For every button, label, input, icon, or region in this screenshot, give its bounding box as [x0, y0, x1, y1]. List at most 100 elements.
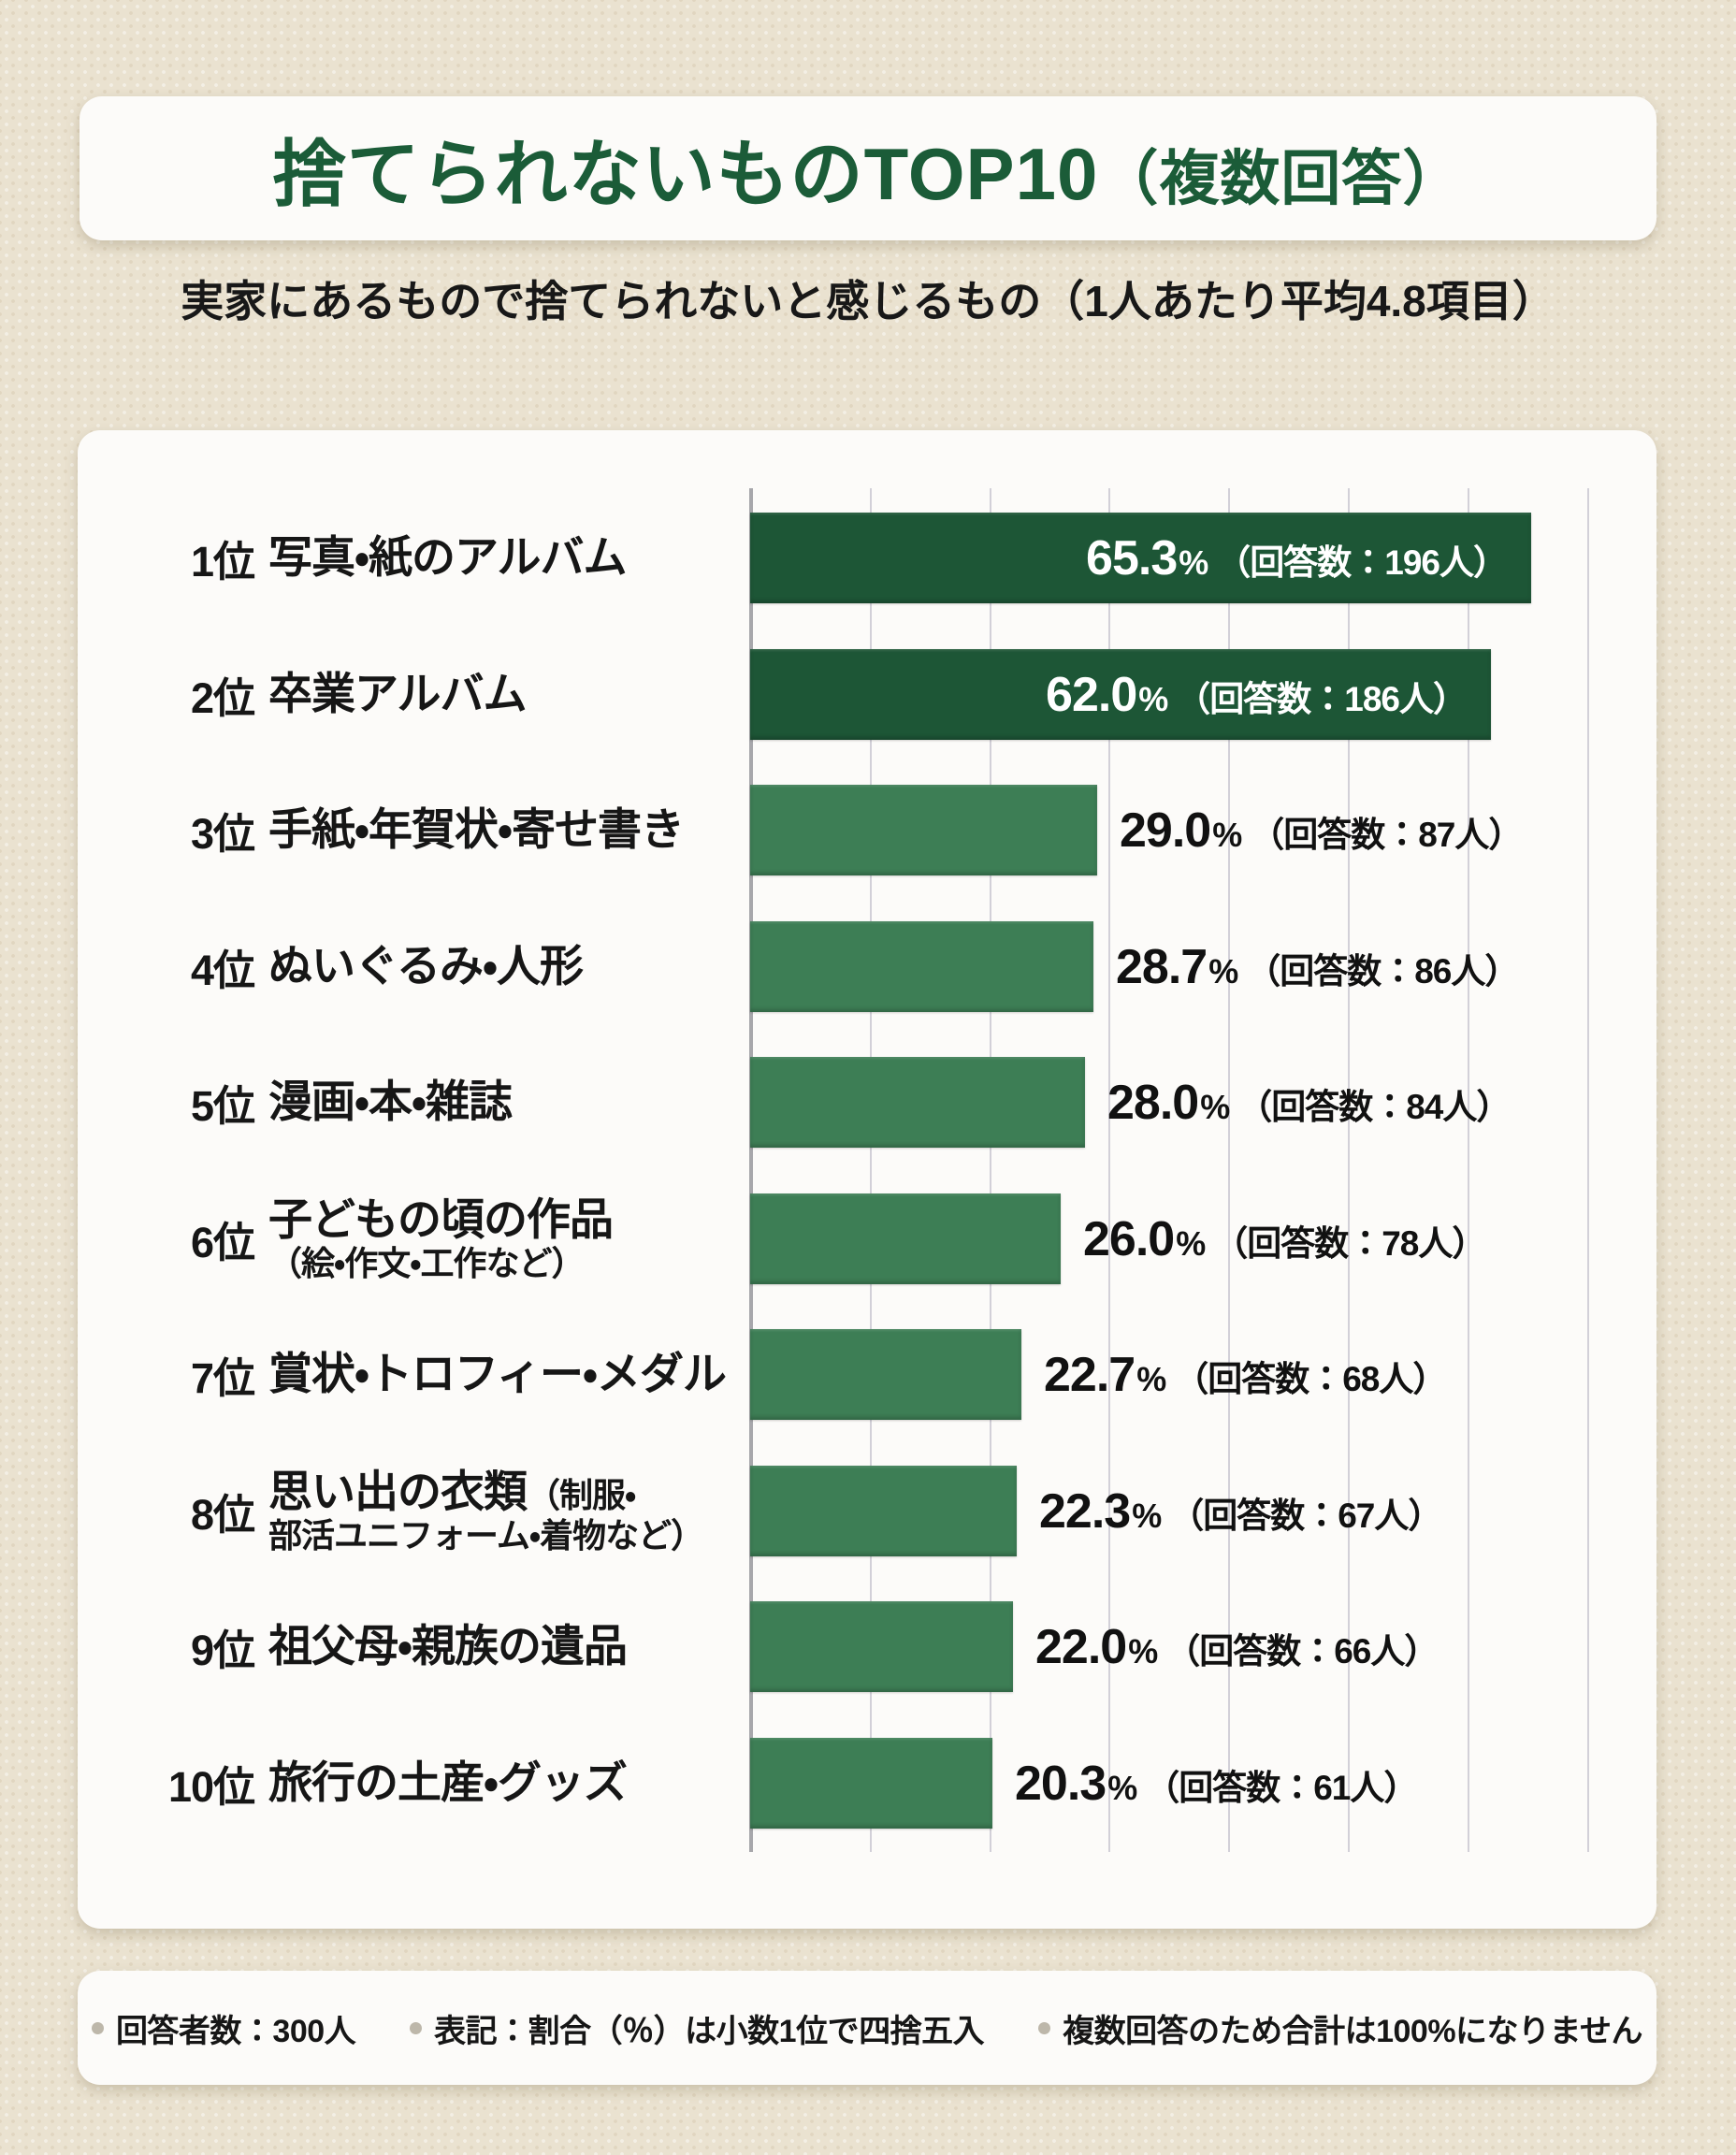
x-gridline [990, 488, 991, 1852]
value-count: （回答数：84人） [1237, 1087, 1511, 1126]
row-rank: 5位 [190, 1082, 255, 1130]
percent-sign: % [1179, 542, 1209, 582]
value-percent: 29.0 [1120, 803, 1211, 858]
row-item-name: 旅行の土産・グッズ [268, 1757, 628, 1808]
row-rank: 7位 [190, 1354, 255, 1402]
value-label: 28.7% （回答数：86人） [1116, 939, 1519, 995]
value-percent: 22.0 [1035, 1619, 1127, 1674]
footer-note: 複数回答のため合計は100%になりません [1038, 2005, 1643, 2051]
value-percent: 22.3 [1039, 1483, 1131, 1539]
bar [750, 1329, 1021, 1420]
row-rank: 1位 [190, 538, 255, 586]
bar [750, 1466, 1017, 1556]
bar [750, 921, 1093, 1012]
percent-sign: % [1136, 1359, 1167, 1398]
page-subtitle: 実家にあるもので捨てられないと感じるもの（1人あたり平均4.8項目） [181, 277, 1555, 325]
row-item-main: 卒業アルバム [268, 669, 528, 719]
row-label: 9位 祖父母・親族の遺品 [78, 1601, 750, 1692]
row-item-sub: 部活ユニフォーム・着物など） [268, 1515, 704, 1555]
value-percent: 65.3 [1086, 530, 1178, 586]
row-item-main: 旅行の土産・グッズ [268, 1757, 628, 1808]
bar [750, 513, 1531, 603]
bar-rows: 1位 写真・紙のアルバム 65.3% （回答数：196人） 2位 卒業アルバム 6… [78, 430, 1656, 1929]
value-label: 22.7% （回答数：68人） [1044, 1347, 1447, 1403]
row-label: 6位 子どもの頃の作品 （絵・作文・工作など） [78, 1193, 750, 1284]
row-item-name: 子どもの頃の作品 （絵・作文・工作など） [268, 1194, 614, 1282]
percent-sign: % [1138, 679, 1169, 718]
row-item-main: 子どもの頃の作品 [268, 1194, 614, 1245]
footer-note-text: 回答者数：300人 [115, 2013, 356, 2049]
value-count: （回答数：196人） [1216, 542, 1508, 582]
chart-row: 5位 漫画・本・雑誌 28.0% （回答数：84人） [78, 1057, 1656, 1148]
chart-row: 10位 旅行の土産・グッズ 20.3% （回答数：61人） [78, 1738, 1656, 1829]
plot-area: 1位 写真・紙のアルバム 65.3% （回答数：196人） 2位 卒業アルバム 6… [78, 430, 1656, 1929]
footer-note-text: 複数回答のため合計は100%になりません [1063, 2013, 1643, 2049]
bar [750, 1193, 1061, 1284]
title-card: 捨てられないものTOP10（複数回答） [80, 96, 1656, 240]
row-rank: 3位 [190, 810, 255, 858]
value-count: （回答数：78人） [1213, 1223, 1486, 1263]
value-count: （回答数：87人） [1250, 815, 1523, 854]
chart-row: 3位 手紙・年賀状・寄せ書き 29.0% （回答数：87人） [78, 785, 1656, 875]
x-gridline [1228, 488, 1230, 1852]
y-axis-line [749, 488, 753, 1852]
x-gridline [1348, 488, 1350, 1852]
value-count: （回答数：186人） [1176, 679, 1468, 718]
row-rank: 8位 [190, 1491, 255, 1539]
bar [750, 785, 1097, 875]
footer-note-text: 表記：割合（％）は小数1位で四捨五入 [434, 2013, 985, 2049]
percent-sign: % [1176, 1223, 1207, 1263]
row-item-name: 写真・紙のアルバム [268, 532, 628, 583]
row-item-name: ぬいぐるみ・人形 [268, 941, 584, 991]
row-item-name: 卒業アルバム [268, 669, 528, 719]
value-label: 22.3% （回答数：67人） [1039, 1483, 1442, 1540]
value-percent: 28.7 [1116, 939, 1208, 994]
row-item-name: 賞状・トロフィー・メダル [268, 1349, 727, 1399]
footer-note: 表記：割合（％）は小数1位で四捨五入 [410, 2005, 985, 2051]
value-label: 20.3% （回答数：61人） [1015, 1756, 1418, 1812]
bar [750, 1057, 1085, 1148]
row-label: 2位 卒業アルバム [78, 649, 750, 740]
row-label: 1位 写真・紙のアルバム [78, 513, 750, 603]
row-label: 8位 思い出の衣類（制服・ 部活ユニフォーム・着物など） [78, 1466, 750, 1556]
row-item-inline-sub: （制服・ [527, 1476, 636, 1515]
row-item-main: 写真・紙のアルバム [268, 532, 628, 583]
x-gridline [1468, 488, 1469, 1852]
row-item-main: ぬいぐるみ・人形 [268, 941, 584, 991]
chart-row: 2位 卒業アルバム 62.0% （回答数：186人） [78, 649, 1656, 740]
percent-sign: % [1107, 1768, 1138, 1807]
row-label: 4位 ぬいぐるみ・人形 [78, 921, 750, 1012]
percent-sign: % [1132, 1496, 1163, 1535]
row-item-main: 賞状・トロフィー・メダル [268, 1349, 727, 1399]
row-item-name: 祖父母・親族の遺品 [268, 1621, 628, 1671]
chart-row: 4位 ぬいぐるみ・人形 28.7% （回答数：86人） [78, 921, 1656, 1012]
value-count: （回答数：68人） [1174, 1359, 1447, 1398]
row-item-main: 思い出の衣類 [268, 1467, 528, 1517]
value-count: （回答数：86人） [1246, 951, 1519, 991]
chart-row: 8位 思い出の衣類（制服・ 部活ユニフォーム・着物など） 22.3% （回答数：67… [78, 1466, 1656, 1556]
row-item-name: 手紙・年賀状・寄せ書き [268, 804, 685, 855]
row-rank: 10位 [167, 1763, 255, 1811]
bullet-icon [1038, 2021, 1051, 2034]
row-label: 7位 賞状・トロフィー・メダル [78, 1329, 750, 1420]
row-item-main: 漫画・本・雑誌 [268, 1077, 513, 1127]
row-item-main: 祖父母・親族の遺品 [268, 1621, 628, 1671]
row-rank: 2位 [190, 674, 255, 722]
value-label: 26.0% （回答数：78人） [1083, 1211, 1486, 1267]
value-label: 62.0% （回答数：186人） [1046, 667, 1468, 723]
value-percent: 22.7 [1044, 1347, 1136, 1402]
chart-row: 1位 写真・紙のアルバム 65.3% （回答数：196人） [78, 513, 1656, 603]
bullet-icon [91, 2021, 104, 2034]
footer-note: 回答者数：300人 [91, 2005, 356, 2051]
chart-row: 6位 子どもの頃の作品 （絵・作文・工作など） 26.0% （回答数：78人） [78, 1193, 1656, 1284]
x-gridline [1108, 488, 1110, 1852]
page-title: 捨てられないものTOP10（複数回答） [273, 116, 1464, 221]
chart-row: 7位 賞状・トロフィー・メダル 22.7% （回答数：68人） [78, 1329, 1656, 1420]
chart-card: 1位 写真・紙のアルバム 65.3% （回答数：196人） 2位 卒業アルバム 6… [78, 430, 1656, 1929]
gridlines [749, 488, 1601, 1852]
chart-row: 9位 祖父母・親族の遺品 22.0% （回答数：66人） [78, 1601, 1656, 1692]
x-gridline [870, 488, 872, 1852]
row-item-name: 漫画・本・雑誌 [268, 1077, 513, 1127]
value-percent: 62.0 [1046, 667, 1137, 722]
